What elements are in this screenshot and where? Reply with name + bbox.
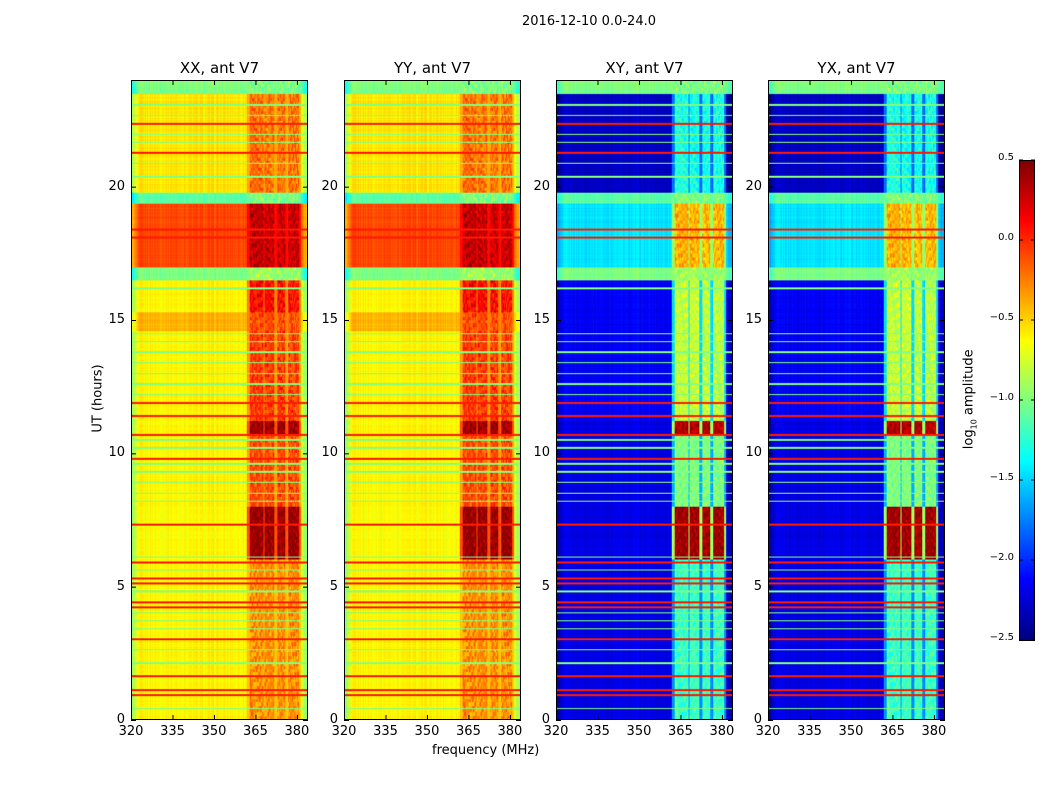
x-tick-label: 365 [880,724,905,739]
y-tick-label: 15 [533,312,550,327]
y-tick-label: 0 [753,712,762,727]
y-tick-label: 5 [541,578,550,594]
colorbar-tick-label: 0.0 [998,232,1014,243]
y-tick-label: 10 [108,445,125,461]
y-tick-label: 15 [321,312,338,327]
heatmap-yx [768,80,945,720]
x-tick-label: 365 [668,724,693,739]
heatmap-xx [131,80,308,720]
x-tick-label: 350 [838,724,864,739]
x-tick-label: 350 [201,724,227,739]
y-tick-label: 15 [108,312,125,327]
x-tick-label: 320 [755,724,781,739]
y-tick-label: 5 [116,578,125,594]
y-tick-label: 20 [321,178,338,194]
panel-title-yy: YY, ant V7 [393,59,471,77]
y-tick-label: 10 [321,445,338,461]
colorbar-tick-label: −0.5 [989,312,1014,323]
colorbar-tick-label: −2.5 [989,632,1014,643]
x-tick-label: 380 [497,724,523,739]
x-tick-label: 335 [373,724,398,739]
x-axis-label: frequency (MHz) [432,743,540,758]
y-tick-label: 0 [329,712,338,727]
x-tick-label: 320 [118,724,144,739]
panel-title-xy: XY, ant V7 [605,59,684,77]
y-tick-label: 20 [533,178,550,194]
x-tick-label: 335 [585,724,610,739]
y-tick-label: 0 [116,712,125,727]
x-tick-label: 335 [797,724,822,739]
x-tick-label: 320 [331,724,357,739]
heatmap-yy [344,80,521,720]
x-tick-label: 380 [284,724,310,739]
y-tick-label: 10 [745,445,762,461]
y-tick-label: 15 [745,312,762,327]
colorbar-label-log: log [961,429,977,450]
x-tick-label: 380 [921,724,947,739]
colorbar-tick-label: −1.5 [989,472,1014,483]
y-tick-label: 10 [533,445,550,461]
colorbar-label-rest: amplitude [961,349,977,420]
x-tick-label: 350 [414,724,440,739]
y-tick-label: 5 [329,578,338,594]
y-tick-label: 5 [753,578,762,594]
colorbar-label-sub: 10 [969,419,979,430]
colorbar [1019,160,1035,641]
colorbar-tick-label: −1.0 [989,392,1014,403]
x-tick-label: 320 [543,724,569,739]
y-axis-label: UT (hours) [90,364,106,433]
x-tick-label: 335 [160,724,185,739]
panel-title-xx: XX, ant V7 [179,59,260,77]
x-tick-label: 365 [243,724,268,739]
colorbar-tick-label: 0.5 [998,152,1014,163]
panel-title-yx: YX, ant V7 [817,59,896,77]
y-tick-label: 0 [541,712,550,727]
figure-title: 2016-12-10 0.0-24.0 [522,14,656,29]
x-tick-label: 350 [626,724,652,739]
heatmap-xy [556,80,733,720]
x-tick-label: 380 [709,724,735,739]
colorbar-label: log10 amplitude [962,349,979,449]
x-tick-label: 365 [456,724,481,739]
y-tick-label: 20 [108,178,125,194]
y-tick-label: 20 [745,178,762,194]
colorbar-tick-label: −2.0 [989,552,1014,563]
